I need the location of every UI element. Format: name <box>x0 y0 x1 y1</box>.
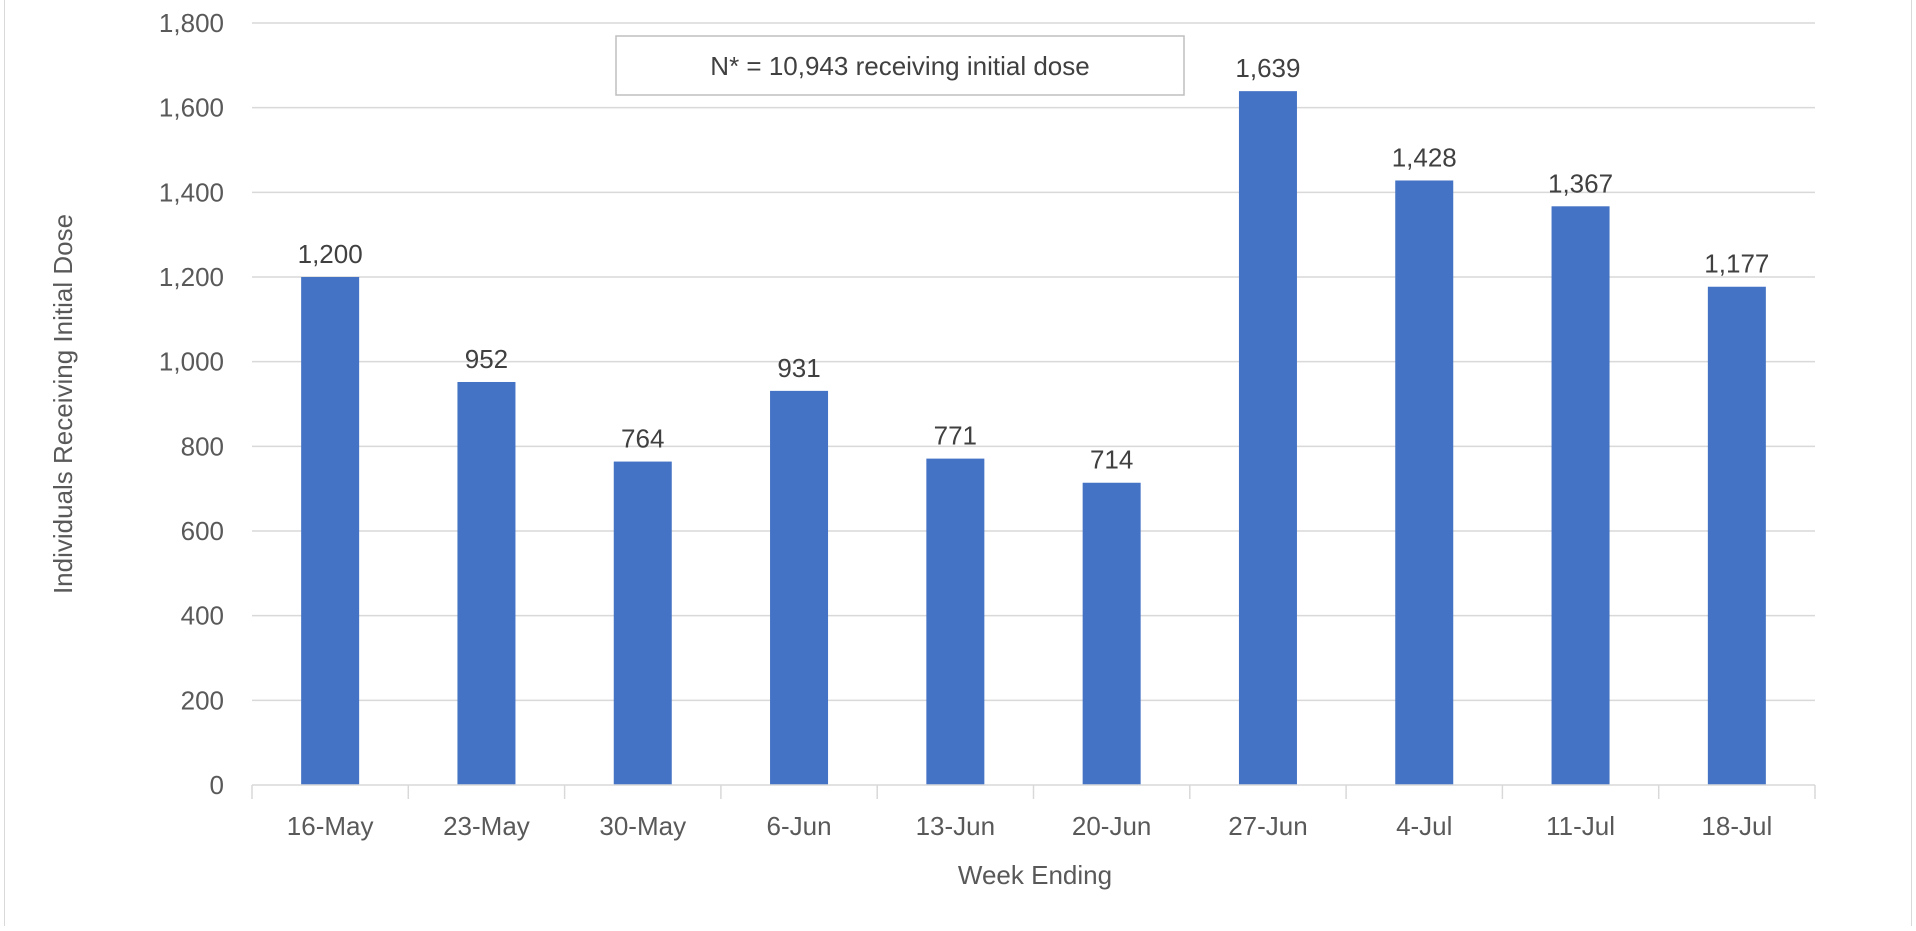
bar <box>1395 180 1454 786</box>
data-label: 714 <box>1090 445 1133 475</box>
y-tick-label: 200 <box>181 685 224 715</box>
y-tick-label: 1,000 <box>159 347 224 377</box>
x-axis <box>251 784 1816 799</box>
x-tick-label: 23-May <box>443 811 530 841</box>
data-label: 764 <box>621 424 664 454</box>
y-tick-label: 1,200 <box>159 262 224 292</box>
bar <box>1707 286 1766 785</box>
data-label: 952 <box>465 344 508 374</box>
annotation-text: N* = 10,943 receiving initial dose <box>710 51 1089 81</box>
bars <box>301 91 1766 786</box>
data-label: 1,639 <box>1235 53 1300 83</box>
y-tick-label: 400 <box>181 601 224 631</box>
x-axis-title: Week Ending <box>958 860 1112 890</box>
y-tick-label: 800 <box>181 431 224 461</box>
x-tick-label: 6-Jun <box>767 811 832 841</box>
bar <box>301 277 360 785</box>
bar <box>1238 91 1297 785</box>
data-label: 1,428 <box>1392 142 1457 172</box>
bar <box>613 461 672 785</box>
y-tick-label: 0 <box>210 770 224 800</box>
bar <box>457 381 516 785</box>
y-tick-label: 1,600 <box>159 93 224 123</box>
x-tick-label: 11-Jul <box>1546 811 1615 841</box>
data-label: 931 <box>777 353 820 383</box>
x-tick-label: 4-Jul <box>1396 811 1452 841</box>
data-labels: 1,200 952 764 931 771 714 1,639 1,428 1,367 1,177 <box>298 53 1770 475</box>
y-tick-label: 1,800 <box>159 8 224 38</box>
bar <box>1082 482 1141 785</box>
x-tick-label: 13-Jun <box>916 811 996 841</box>
x-tick-label: 30-May <box>599 811 686 841</box>
data-label: 1,177 <box>1704 249 1769 279</box>
bar <box>926 458 985 785</box>
y-axis-title: Individuals Receiving Initial Dose <box>48 214 78 594</box>
annotation: N* = 10,943 receiving initial dose <box>615 35 1185 96</box>
data-label: 1,200 <box>298 239 363 269</box>
x-tick-label: 20-Jun <box>1072 811 1152 841</box>
y-tick-label: 1,400 <box>159 177 224 207</box>
x-tick-label: 16-May <box>287 811 374 841</box>
y-axis-ticks: 0 200 400 600 800 1,000 1,200 1,400 1,600 1,800 <box>159 8 224 800</box>
data-label: 771 <box>934 421 977 451</box>
chart-frame <box>4 0 1912 931</box>
annotation-box <box>615 35 1185 96</box>
bar <box>770 390 829 785</box>
y-tick-label: 600 <box>181 516 224 546</box>
data-label: 1,367 <box>1548 168 1613 198</box>
bar <box>1551 206 1610 785</box>
x-tick-label: 18-Jul <box>1701 811 1772 841</box>
x-tick-label: 27-Jun <box>1228 811 1308 841</box>
x-axis-ticks: 16-May 23-May 30-May 6-Jun 13-Jun 20-Jun 27-Ju… <box>287 811 1772 841</box>
